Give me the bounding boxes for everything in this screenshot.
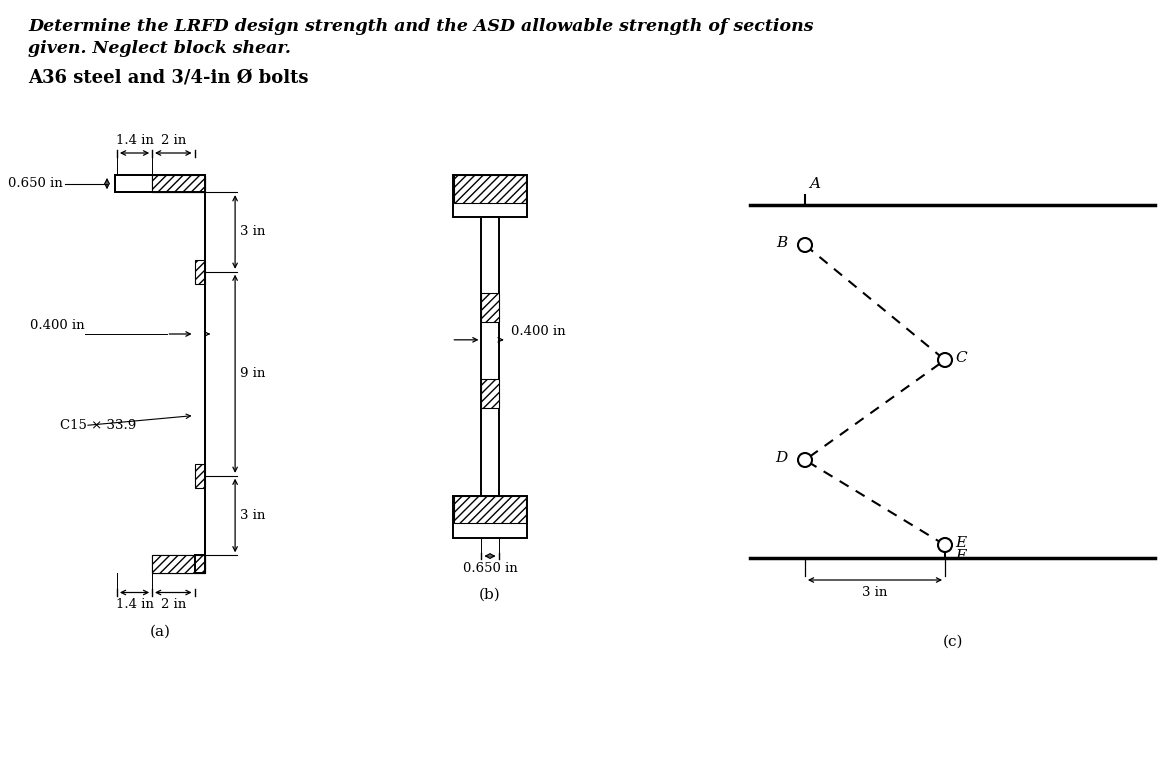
Bar bbox=[453, 175, 527, 217]
Bar bbox=[152, 555, 205, 572]
Bar bbox=[453, 495, 527, 538]
Text: 0.650 in: 0.650 in bbox=[463, 562, 518, 575]
Text: given. Neglect block shear.: given. Neglect block shear. bbox=[28, 40, 290, 57]
Circle shape bbox=[938, 353, 952, 367]
Text: 1.4 in: 1.4 in bbox=[116, 134, 153, 147]
Bar bbox=[152, 175, 205, 192]
Text: B: B bbox=[775, 236, 787, 250]
Bar bbox=[454, 175, 526, 203]
Polygon shape bbox=[115, 175, 205, 572]
Text: A36 steel and 3/4-in Ø bolts: A36 steel and 3/4-in Ø bolts bbox=[28, 68, 308, 86]
Text: (a): (a) bbox=[150, 625, 171, 639]
Bar bbox=[152, 555, 205, 572]
Text: A: A bbox=[809, 177, 820, 191]
Text: 0.400 in: 0.400 in bbox=[30, 319, 85, 332]
Text: 3 in: 3 in bbox=[862, 586, 888, 599]
Text: 9 in: 9 in bbox=[240, 367, 266, 380]
Text: 3 in: 3 in bbox=[240, 509, 266, 522]
Circle shape bbox=[938, 538, 952, 552]
Circle shape bbox=[797, 238, 812, 252]
Bar bbox=[481, 379, 499, 408]
Text: E: E bbox=[956, 536, 966, 550]
Bar bbox=[481, 217, 499, 495]
Bar bbox=[481, 293, 499, 322]
Text: 2 in: 2 in bbox=[160, 134, 186, 147]
Text: D: D bbox=[775, 451, 787, 465]
Text: (c): (c) bbox=[943, 635, 963, 649]
Text: C: C bbox=[956, 351, 966, 365]
Text: C15 × 33.9: C15 × 33.9 bbox=[60, 419, 136, 432]
Bar bbox=[152, 175, 205, 192]
Bar bbox=[194, 464, 205, 488]
Bar bbox=[194, 260, 205, 283]
Text: 0.650 in: 0.650 in bbox=[8, 177, 63, 190]
Text: 2 in: 2 in bbox=[160, 598, 186, 611]
Text: 3 in: 3 in bbox=[240, 226, 266, 239]
Text: 1.4 in: 1.4 in bbox=[116, 598, 153, 611]
Text: F: F bbox=[956, 549, 966, 563]
Bar bbox=[454, 495, 526, 523]
Circle shape bbox=[797, 453, 812, 467]
Text: 0.400 in: 0.400 in bbox=[511, 325, 566, 338]
Text: Determine the LRFD design strength and the ASD allowable strength of sections: Determine the LRFD design strength and t… bbox=[28, 18, 814, 35]
Text: (b): (b) bbox=[479, 588, 501, 602]
